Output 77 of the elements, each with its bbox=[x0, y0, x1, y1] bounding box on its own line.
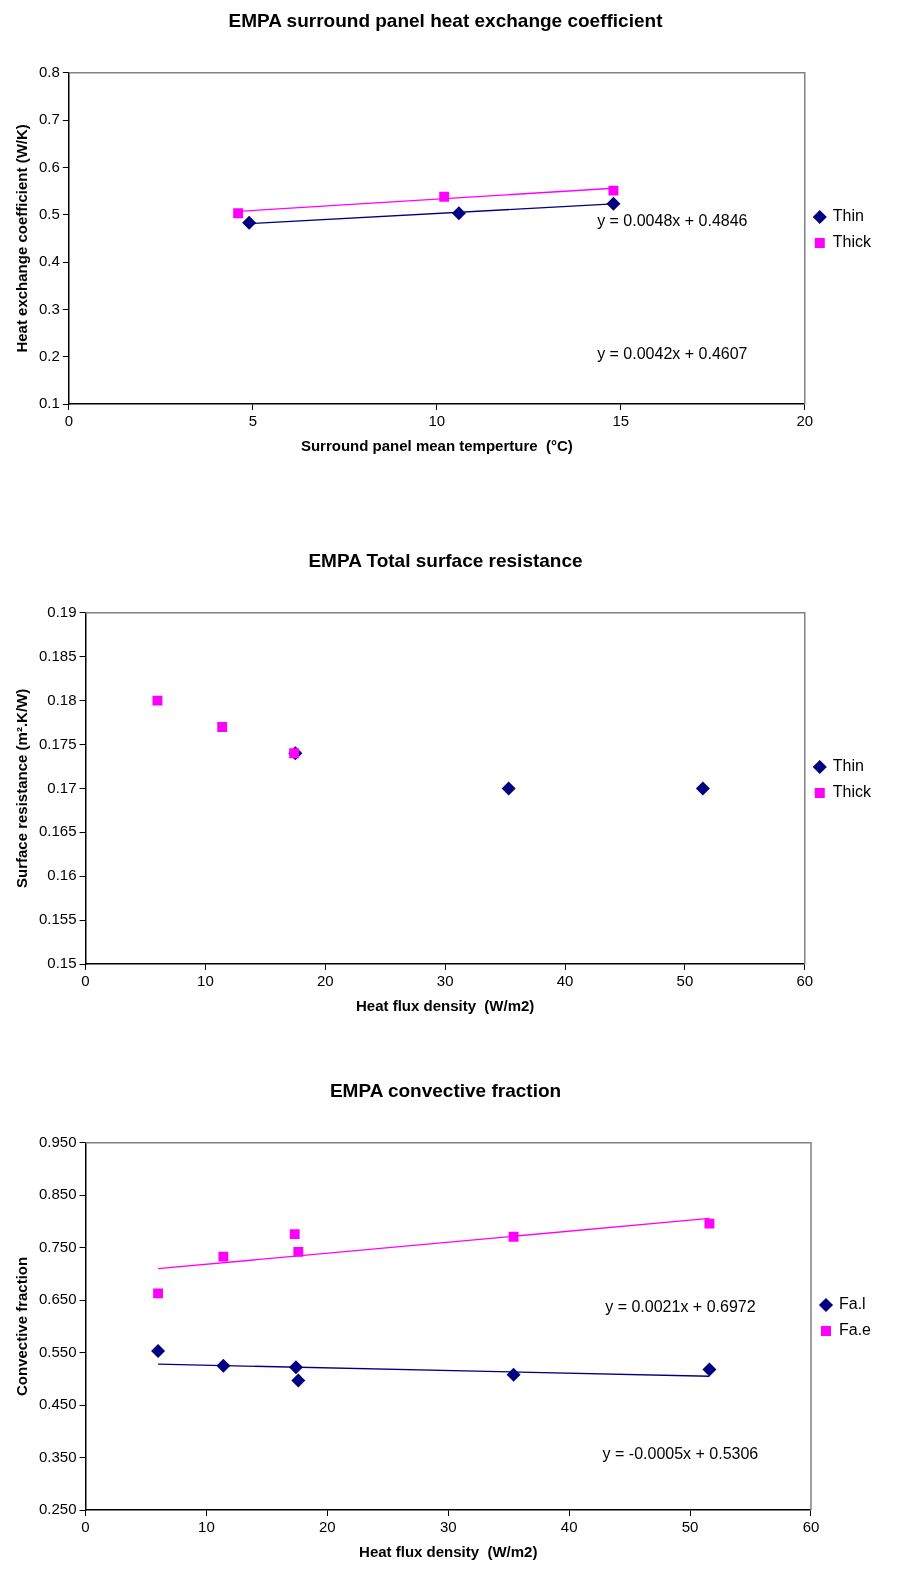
chart-title: EMPA surround panel heat exchange coefficient bbox=[228, 9, 664, 31]
x-tick-label: 60 bbox=[802, 1518, 820, 1536]
legend-label: Thick bbox=[832, 233, 872, 251]
y-axis-title: Surface resistance (m².K/W) bbox=[13, 688, 31, 889]
x-axis-title: Heat flux density (W/m2) bbox=[355, 997, 535, 1015]
y-tick-label: 0.19 bbox=[47, 602, 77, 620]
x-tick-label: 50 bbox=[676, 972, 694, 990]
x-axis-title: Heat flux density (W/m2) bbox=[359, 1543, 538, 1561]
y-tick-label: 0.8 bbox=[38, 62, 60, 80]
x-tick-label: 20 bbox=[316, 972, 334, 990]
y-tick-label: 0.3 bbox=[38, 299, 60, 317]
point bbox=[704, 1218, 715, 1229]
point bbox=[152, 695, 163, 706]
point bbox=[291, 1373, 306, 1388]
annotation: y = -0.0005x + 0.5306 bbox=[602, 1445, 759, 1463]
point bbox=[695, 781, 710, 796]
y-tick-label: 0.550 bbox=[38, 1342, 77, 1360]
x-tick-label: 20 bbox=[319, 1518, 336, 1536]
y-tick-label: 0.650 bbox=[38, 1290, 77, 1308]
x-tick-label: 60 bbox=[796, 972, 814, 990]
point bbox=[218, 1251, 229, 1262]
x-tick-label: 10 bbox=[428, 412, 446, 430]
point bbox=[702, 1362, 717, 1377]
x-tick-label: 0 bbox=[64, 412, 74, 430]
x-axis-title: Surround panel mean temperture (°C) bbox=[300, 437, 573, 455]
y-tick-label: 0.17 bbox=[47, 778, 77, 796]
y-tick-label: 0.155 bbox=[38, 910, 77, 928]
point bbox=[217, 721, 228, 732]
legend-label: Fa.e bbox=[838, 1321, 872, 1339]
y-tick-label: 0.185 bbox=[38, 646, 77, 664]
legend-label: Thick bbox=[832, 783, 872, 801]
legend-label: Thin bbox=[832, 757, 864, 775]
x-tick-label: 0 bbox=[81, 972, 90, 990]
x-tick-label: 10 bbox=[197, 972, 214, 990]
x-tick-label: 50 bbox=[681, 1518, 699, 1536]
x-tick-label: 40 bbox=[560, 1518, 578, 1536]
x-tick-label: 30 bbox=[436, 972, 454, 990]
y-tick-label: 0.175 bbox=[38, 734, 77, 752]
x-tick-label: 20 bbox=[796, 412, 814, 430]
chart-title: EMPA Total surface resistance bbox=[308, 549, 583, 571]
legend-label: Fa.l bbox=[838, 1295, 866, 1313]
y-tick-label: 0.5 bbox=[38, 204, 60, 222]
y-tick-label: 0.15 bbox=[47, 954, 77, 972]
y-axis-title: Convective fraction bbox=[13, 1256, 31, 1397]
y-tick-label: 0.18 bbox=[47, 690, 77, 708]
point bbox=[153, 1288, 164, 1299]
y-tick-label: 0.7 bbox=[38, 110, 60, 128]
point bbox=[501, 781, 516, 796]
legend-label: Thin bbox=[832, 207, 864, 225]
y-tick-label: 0.2 bbox=[38, 346, 60, 364]
x-tick-label: 40 bbox=[556, 972, 574, 990]
y-tick-label: 0.165 bbox=[38, 822, 77, 840]
chart-title: EMPA convective fraction bbox=[329, 1079, 562, 1101]
y-tick-label: 0.350 bbox=[38, 1447, 77, 1465]
point bbox=[233, 208, 244, 219]
y-tick-label: 0.1 bbox=[38, 394, 60, 412]
point bbox=[608, 185, 619, 196]
y-axis-title: Heat exchange coefficient (W/K) bbox=[13, 124, 31, 353]
point bbox=[151, 1344, 166, 1359]
point bbox=[289, 1229, 300, 1240]
y-tick-label: 0.4 bbox=[38, 252, 60, 270]
point bbox=[242, 215, 257, 230]
annotation: y = 0.0042x + 0.4607 bbox=[597, 344, 748, 362]
y-tick-label: 0.450 bbox=[38, 1395, 77, 1413]
annotation: y = 0.0021x + 0.6972 bbox=[605, 1298, 756, 1316]
y-tick-label: 0.16 bbox=[47, 866, 77, 884]
x-tick-label: 0 bbox=[81, 1518, 90, 1536]
y-tick-label: 0.250 bbox=[38, 1500, 77, 1518]
x-tick-label: 30 bbox=[439, 1518, 457, 1536]
x-tick-label: 5 bbox=[248, 412, 257, 430]
y-tick-label: 0.750 bbox=[38, 1237, 77, 1255]
x-tick-label: 10 bbox=[198, 1518, 215, 1536]
y-tick-label: 0.850 bbox=[38, 1185, 77, 1203]
y-tick-label: 0.6 bbox=[38, 157, 60, 175]
y-tick-label: 0.950 bbox=[38, 1132, 77, 1150]
x-tick-label: 15 bbox=[612, 412, 630, 430]
annotation: y = 0.0048x + 0.4846 bbox=[597, 212, 748, 230]
